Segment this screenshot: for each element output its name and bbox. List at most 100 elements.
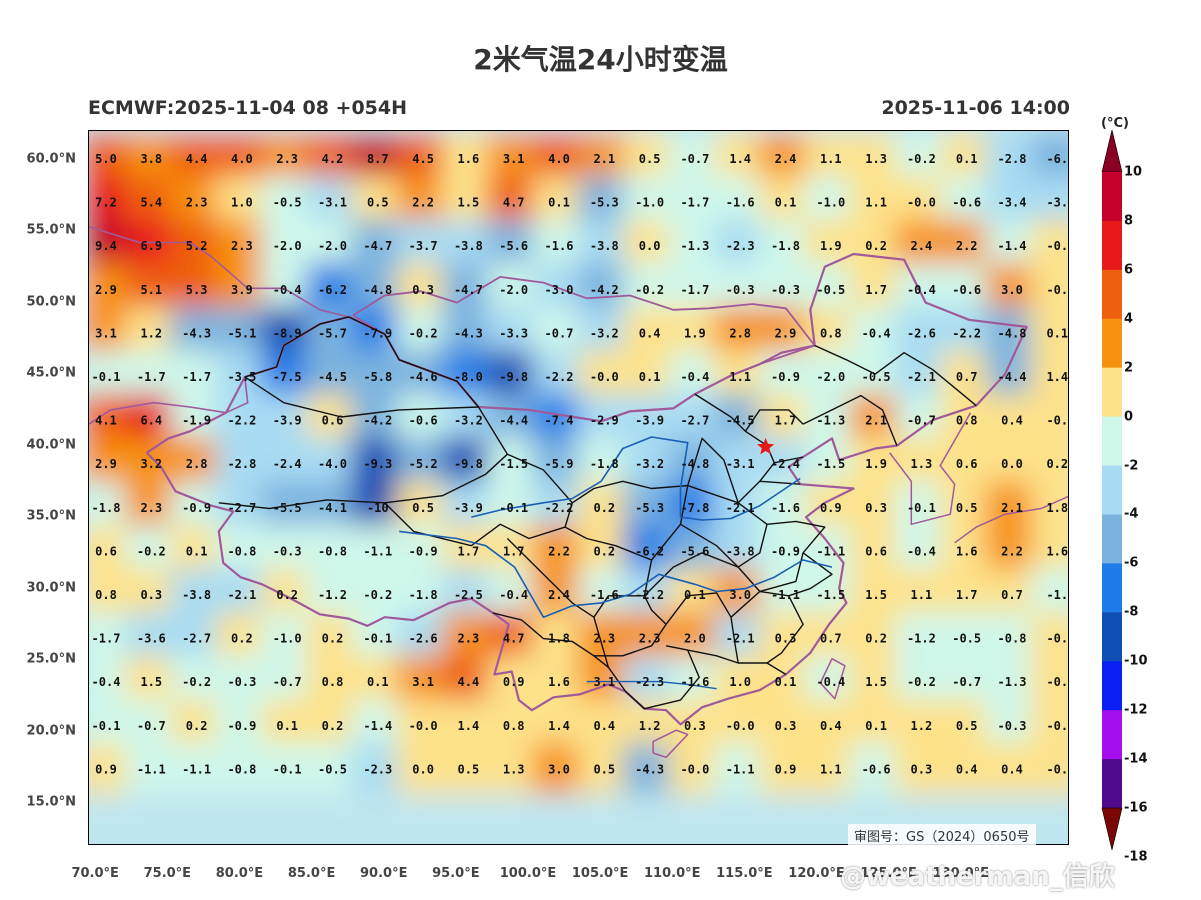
value-cell — [985, 742, 1039, 795]
grid-value-label: -0.6 — [409, 414, 438, 428]
grid-value-label: 2.9 — [95, 283, 117, 297]
grid-value-label: -5.2 — [409, 457, 438, 471]
grid-value-label: -7.4 — [545, 414, 574, 428]
value-cell — [804, 568, 858, 620]
grid-value-label: -2.1 — [907, 370, 936, 384]
value-cell — [804, 611, 858, 664]
value-cell — [668, 393, 722, 446]
grid-value-label: -4.0 — [318, 457, 347, 471]
grid-value-label: 0.3 — [775, 719, 797, 733]
value-cell — [894, 219, 949, 271]
value-cell — [441, 481, 496, 533]
value-cell — [396, 393, 450, 446]
grid-value-label: 0.1 — [775, 196, 797, 210]
grid-value-label: 0.5 — [367, 196, 389, 210]
province-boundary — [593, 595, 667, 657]
grid-value-label: -1.4 — [998, 239, 1027, 253]
grid-value-label: 2.2 — [412, 196, 434, 210]
value-cell — [441, 611, 496, 664]
grid-value-label: -0.3 — [227, 675, 256, 689]
grid-value-label: -0.5 — [816, 283, 845, 297]
province-boundary — [814, 344, 977, 407]
colorbar-tick-label: -8 — [1124, 604, 1139, 620]
value-cell — [441, 742, 496, 795]
grid-value-label: 1.2 — [140, 326, 162, 340]
value-cell — [215, 655, 269, 707]
value-cell — [894, 524, 949, 577]
grid-value-label: 3.0 — [1001, 283, 1023, 297]
grid-value-label: 0.2 — [593, 501, 615, 515]
grid-value-label: 0.4 — [820, 719, 842, 733]
grid-value-label: -5.5 — [273, 501, 302, 515]
grid-value-label: -0.3 — [273, 544, 302, 558]
grid-value-label: -2.6 — [409, 632, 438, 646]
grid-value-label: -7.8 — [680, 501, 709, 515]
value-cell — [804, 263, 858, 315]
grid-value-label: -2.0 — [499, 283, 528, 297]
lat-tick-label: 60.0°N — [26, 151, 76, 167]
grid-value-label: -1.2 — [318, 588, 347, 602]
grid-value-label: -3.8 — [590, 239, 619, 253]
value-cell — [940, 350, 994, 402]
grid-value-label: 0.8 — [95, 588, 117, 602]
grid-value-label: -1.6 — [680, 675, 709, 689]
grid-value-label: -0.8 — [227, 544, 256, 558]
value-cell — [305, 437, 360, 489]
grid-value-label: -4.5 — [318, 370, 347, 384]
colorbar-tick-label: -4 — [1124, 506, 1139, 522]
grid-value-label: 4.0 — [548, 152, 570, 166]
grid-value-label: 2.2 — [1001, 544, 1023, 558]
grid-value-label: 2.3 — [639, 632, 661, 646]
value-cell — [305, 699, 360, 751]
grid-value-label: 1.5 — [865, 675, 887, 689]
colorbar-tick-label: 8 — [1124, 213, 1134, 229]
value-cell — [804, 175, 858, 228]
grid-value-label: 5.0 — [95, 152, 117, 166]
taiwan-border — [819, 657, 846, 700]
value-cell — [169, 742, 224, 795]
value-cell — [396, 219, 450, 271]
value-cell — [260, 568, 314, 620]
grid-value-label: -0.9 — [182, 501, 211, 515]
grid-value-label: -1.1 — [771, 588, 800, 602]
grid-value-label: 0.5 — [593, 762, 615, 776]
value-cell — [260, 699, 314, 751]
value-cell — [713, 350, 767, 402]
province-boundary — [643, 552, 761, 597]
grid-value-label: 3.8 — [140, 152, 162, 166]
colorbar-tick-label: 4 — [1124, 311, 1134, 327]
grid-value-label: -8.9 — [273, 326, 302, 340]
value-cell — [622, 437, 677, 489]
grid-value-label: -0.1 — [907, 501, 936, 515]
grid-value-label: -0. — [1046, 675, 1068, 689]
grid-value-label: -1.5 — [816, 588, 845, 602]
grid-value-label: 0.3 — [412, 283, 434, 297]
grid-value-label: -6.2 — [318, 283, 347, 297]
value-cell — [351, 219, 405, 271]
grid-value-label: 0.8 — [956, 414, 978, 428]
grid-value-label: -0.1 — [273, 762, 302, 776]
grid-value-label: 0.9 — [503, 675, 525, 689]
value-cell — [351, 175, 405, 228]
grid-value-label: -0.9 — [227, 719, 256, 733]
grid-value-label: -0.1 — [363, 632, 392, 646]
grid-value-label: 1.3 — [911, 457, 933, 471]
colorbar-tick-label: -18 — [1124, 849, 1148, 865]
value-cell — [532, 655, 586, 707]
grid-value-label: -1.1 — [182, 762, 211, 776]
grid-value-label: -1.6 — [726, 196, 755, 210]
value-cell — [622, 306, 677, 359]
grid-value-label: -3.9 — [273, 414, 302, 428]
pearl-river — [586, 680, 717, 690]
grid-value-label: 0.2 — [1046, 457, 1068, 471]
grid-value-label: 0.5 — [956, 719, 978, 733]
grid-value-label: 0.5 — [639, 152, 661, 166]
colorbar-segment — [1102, 514, 1122, 564]
lat-tick-label: 55.0°N — [26, 222, 76, 238]
grid-value-label: 0.1 — [186, 544, 208, 558]
grid-value-label: 2.4 — [911, 239, 933, 253]
grid-value-label: -2.5 — [454, 588, 483, 602]
grid-value-label: -4.3 — [454, 326, 483, 340]
value-cell — [169, 437, 224, 489]
grid-value-label: 4.7 — [503, 196, 525, 210]
